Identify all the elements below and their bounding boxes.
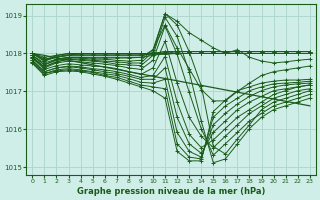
X-axis label: Graphe pression niveau de la mer (hPa): Graphe pression niveau de la mer (hPa) bbox=[77, 187, 265, 196]
